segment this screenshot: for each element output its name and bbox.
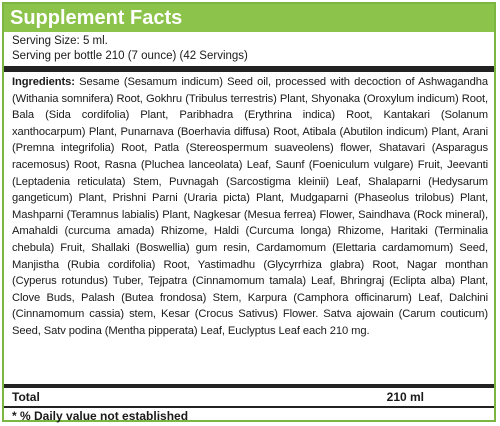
total-value: 210 ml bbox=[386, 390, 424, 404]
ingredients-label: Ingredients: bbox=[12, 76, 75, 88]
serving-info: Serving Size: 5 ml. Serving per bottle 2… bbox=[4, 32, 494, 64]
thick-divider bbox=[4, 66, 494, 72]
total-label: Total bbox=[12, 390, 40, 404]
total-divider bbox=[4, 384, 494, 388]
ingredients-text: Sesame (Sesamum indicum) Seed oil, proce… bbox=[12, 76, 488, 337]
ingredients-block: Ingredients: Sesame (Sesamum indicum) Se… bbox=[4, 72, 494, 384]
servings-per-bottle: Serving per bottle 210 (7 ounce) (42 Ser… bbox=[12, 50, 248, 62]
total-row: Total 210 ml bbox=[4, 388, 494, 406]
footnote-divider bbox=[4, 406, 494, 408]
supplement-facts-panel: Supplement Facts Serving Size: 5 ml. Ser… bbox=[2, 2, 496, 423]
panel-title: Supplement Facts bbox=[4, 4, 494, 32]
serving-size: Serving Size: 5 ml. bbox=[12, 35, 108, 47]
daily-value-footnote: * % Daily value not established bbox=[12, 409, 189, 423]
